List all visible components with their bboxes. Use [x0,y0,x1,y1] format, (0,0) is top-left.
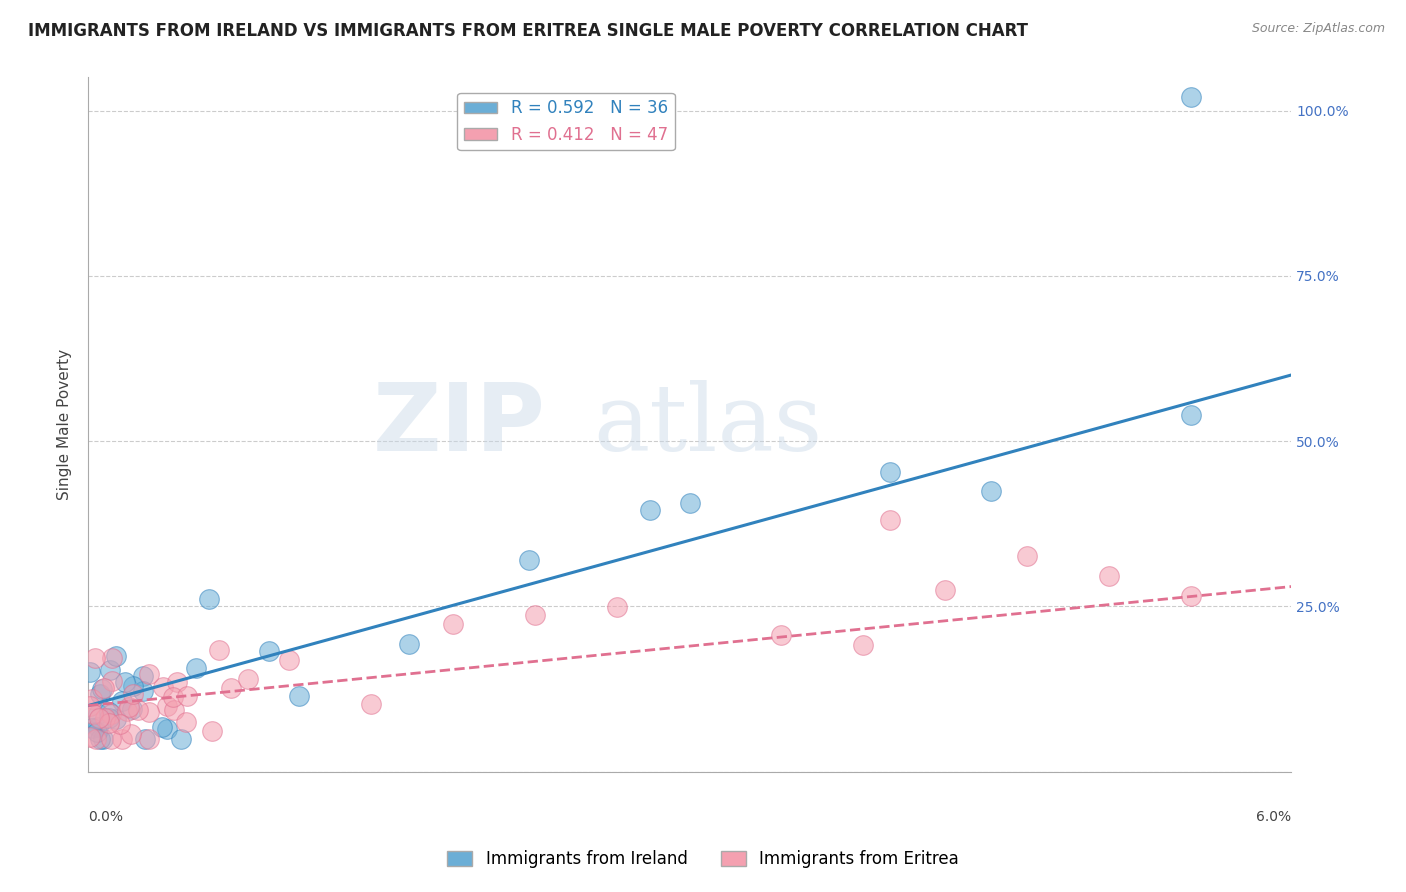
Point [89,731,111,746]
Point [91,731,114,746]
Point [98,663,121,677]
Point [523,607,546,622]
Point [134,731,156,746]
Text: 6.0%: 6.0% [1256,810,1291,824]
Text: 0.0%: 0.0% [89,810,124,824]
Point [138,705,160,719]
Point [288,689,311,703]
Point [184,661,207,675]
Point [198,591,221,606]
Point [257,644,280,658]
Point [176,689,198,703]
Point [1180,408,1202,422]
Point [87,720,110,734]
Point [163,703,186,717]
Point [132,684,155,698]
Point [80,722,103,736]
Point [97,715,120,730]
Point [162,690,184,704]
Point [150,720,173,734]
Point [166,674,188,689]
Point [441,616,464,631]
Point [82,692,104,706]
Y-axis label: Single Male Poverty: Single Male Poverty [58,349,72,500]
Point [97,705,120,719]
Point [638,503,661,517]
Text: Source: ZipAtlas.com: Source: ZipAtlas.com [1251,22,1385,36]
Point [200,724,222,739]
Point [156,699,179,714]
Point [87,707,110,722]
Point [121,702,143,716]
Text: ZIP: ZIP [373,378,546,471]
Text: atlas: atlas [593,380,823,469]
Point [156,723,179,737]
Point [517,553,540,567]
Point [122,680,145,694]
Legend: R = 0.592   N = 36, R = 0.412   N = 47: R = 0.592 N = 36, R = 0.412 N = 47 [457,93,675,151]
Point [879,513,901,527]
Point [221,681,243,695]
Point [980,483,1002,498]
Point [120,727,142,741]
Point [104,649,127,664]
Point [208,643,231,657]
Point [86,724,108,739]
Point [111,731,134,746]
Point [118,700,141,714]
Point [879,465,901,479]
Point [82,706,104,721]
Point [87,711,110,725]
Point [138,731,160,746]
Point [108,717,131,731]
Point [79,698,101,713]
Point [769,627,792,641]
Point [93,681,115,696]
Point [127,703,149,717]
Point [114,674,136,689]
Point [121,687,143,701]
Point [852,638,875,652]
Point [1098,568,1121,582]
Point [606,600,628,615]
Point [84,651,107,665]
Point [132,668,155,682]
Point [170,731,193,746]
Point [679,496,702,510]
Point [89,688,111,702]
Point [1180,90,1202,104]
Point [105,713,128,727]
Point [1015,549,1038,564]
Point [100,706,122,721]
Point [236,672,259,686]
Point [277,653,299,667]
Point [79,665,101,680]
Point [100,731,122,746]
Point [94,711,117,725]
Point [101,650,124,665]
Text: IMMIGRANTS FROM IRELAND VS IMMIGRANTS FROM ERITREA SINGLE MALE POVERTY CORRELATI: IMMIGRANTS FROM IRELAND VS IMMIGRANTS FR… [28,22,1028,40]
Point [97,711,120,725]
Point [79,730,101,744]
Point [152,680,174,694]
Point [1180,589,1202,603]
Point [101,673,124,688]
Point [115,705,138,719]
Point [90,681,112,696]
Point [174,714,197,729]
Point [84,731,107,746]
Point [138,667,160,681]
Point [360,697,382,711]
Point [934,583,956,598]
Legend: Immigrants from Ireland, Immigrants from Eritrea: Immigrants from Ireland, Immigrants from… [440,844,966,875]
Point [111,694,134,708]
Point [398,637,420,651]
